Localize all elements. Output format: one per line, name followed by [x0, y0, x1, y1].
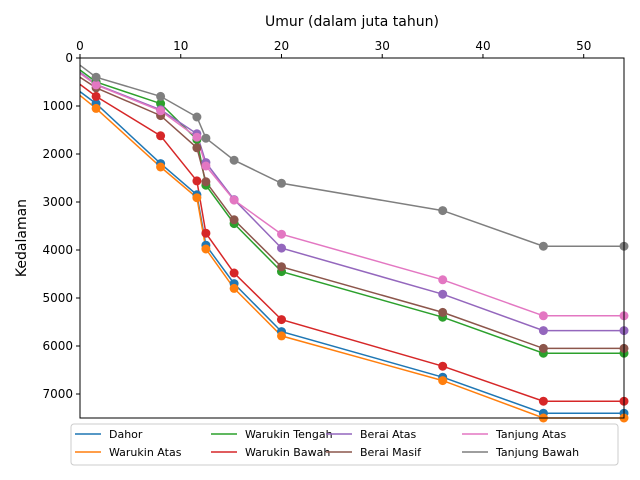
y-axis-ticks: 0 1000 2000 3000 4000 5000 6000 7000 [42, 51, 80, 401]
data-point [156, 99, 166, 109]
series-line [79, 83, 624, 402]
data-point [229, 268, 239, 278]
y-tick-label: 1000 [42, 99, 73, 113]
data-point [277, 331, 286, 341]
legend-label: Berai Atas [360, 428, 417, 441]
data-point [538, 343, 548, 353]
data-point [538, 241, 548, 251]
legend: Dahor Warukin Atas Warukin Tengah Warukin B… [70, 423, 619, 466]
legend-label: Dahor [109, 428, 143, 441]
data-point [438, 289, 448, 299]
series-line [79, 72, 624, 317]
data-point [201, 244, 211, 254]
plot-markers [91, 72, 629, 423]
data-point [201, 161, 211, 171]
data-point [229, 283, 239, 293]
data-point [156, 162, 166, 172]
data-point [156, 91, 166, 101]
x-tick-label: 20 [274, 39, 289, 53]
series-line [79, 69, 624, 354]
y-tick-label: 2000 [42, 147, 73, 161]
data-point [192, 112, 202, 122]
data-point [192, 143, 202, 153]
y-tick-label: 5000 [42, 291, 73, 305]
data-point [91, 103, 101, 113]
data-point [91, 91, 101, 101]
x-tick-label: 50 [576, 39, 591, 53]
data-point [91, 72, 101, 82]
data-point [277, 315, 286, 325]
legend-label: Tanjung Atas [495, 428, 566, 441]
data-point [229, 195, 239, 205]
legend-label: Warukin Atas [109, 446, 182, 459]
data-point [201, 228, 211, 238]
data-point [538, 396, 548, 406]
plot-frame [79, 57, 625, 419]
y-tick-label: 6000 [42, 339, 73, 353]
data-point [277, 262, 286, 272]
data-point [192, 176, 202, 186]
y-tick-label: 4000 [42, 243, 73, 257]
y-tick-label: 3000 [42, 195, 73, 209]
data-point [229, 215, 239, 225]
data-point [91, 80, 101, 90]
data-point [229, 155, 239, 165]
data-point [438, 206, 448, 216]
x-tick-label: 10 [173, 39, 188, 53]
data-point [277, 229, 286, 239]
data-point [277, 243, 286, 253]
series-line [79, 64, 624, 247]
data-point [156, 131, 166, 141]
y-tick-label: 0 [65, 51, 73, 65]
plot-lines [79, 64, 624, 419]
series-line [79, 90, 624, 414]
legend-label: Warukin Bawah [245, 446, 330, 459]
data-point [438, 361, 448, 371]
data-point [156, 106, 166, 116]
data-point [201, 177, 211, 187]
data-point [201, 133, 211, 143]
x-tick-label: 40 [475, 39, 490, 53]
x-tick-label: 30 [375, 39, 390, 53]
x-axis-ticks: 0 10 20 30 40 50 [76, 39, 591, 58]
legend-label: Tanjung Bawah [495, 446, 579, 459]
data-point [538, 326, 548, 336]
y-axis-title: Kedalaman [14, 199, 30, 277]
data-point [538, 311, 548, 321]
series-line [79, 94, 624, 419]
data-point [277, 178, 286, 188]
series-line [79, 76, 624, 350]
data-point [438, 307, 448, 317]
data-point [192, 132, 202, 142]
x-tick-label: 0 [76, 39, 84, 53]
legend-label: Berai Masif [360, 446, 422, 459]
x-axis-title: Umur (dalam juta tahun) [265, 14, 439, 30]
data-point [192, 193, 202, 203]
legend-label: Warukin Tengah [245, 428, 333, 441]
y-tick-label: 7000 [42, 387, 73, 401]
data-point [438, 275, 448, 285]
data-point [438, 376, 448, 386]
